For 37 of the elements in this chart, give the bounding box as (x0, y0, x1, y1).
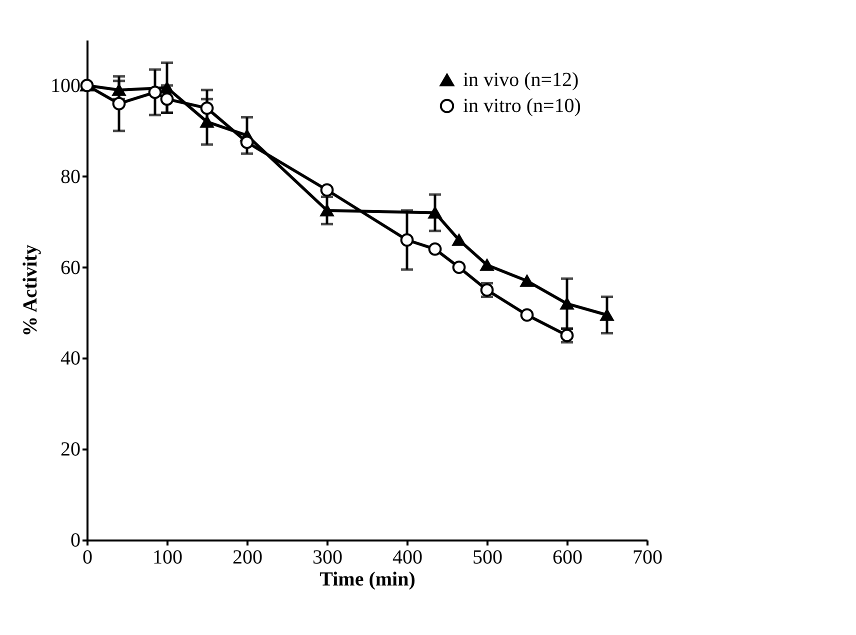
x-tick-label: 100 (152, 546, 182, 568)
y-tick-label: 60 (60, 256, 80, 279)
point (520, 274, 534, 287)
point (200, 101, 214, 115)
x-axis-title: Time (min) (320, 568, 416, 590)
point (520, 308, 534, 322)
point (400, 233, 414, 247)
x-tick-label: 700 (632, 546, 662, 568)
x-tick-label: 500 (472, 546, 502, 568)
y-tick-label: 20 (60, 438, 80, 461)
point (428, 242, 442, 256)
point (452, 234, 466, 246)
point (112, 84, 126, 96)
point (480, 259, 494, 271)
y-tick-label: 40 (60, 348, 80, 370)
point (560, 298, 574, 310)
legend-label: in vivo (n=12) (463, 69, 579, 91)
x-tick-label: 200 (232, 546, 262, 568)
y-tick-label: 100 (50, 74, 80, 97)
point (428, 206, 442, 219)
y-tick-label: 0 (70, 530, 80, 552)
point (160, 82, 174, 94)
point (160, 92, 174, 106)
point (320, 183, 334, 197)
point (148, 86, 162, 99)
point (112, 96, 126, 110)
point (320, 204, 334, 216)
y-axis-title: % Activity (20, 244, 42, 336)
point (200, 116, 214, 128)
point (240, 136, 254, 149)
x-tick-label: 400 (392, 546, 422, 568)
point (600, 309, 614, 321)
legend-label: in vitro (n=10) (463, 95, 581, 117)
y-tick-label: 80 (60, 166, 80, 188)
x-tick-label: 300 (312, 546, 342, 568)
x-tick-label: 600 (552, 546, 582, 568)
point (452, 260, 466, 274)
